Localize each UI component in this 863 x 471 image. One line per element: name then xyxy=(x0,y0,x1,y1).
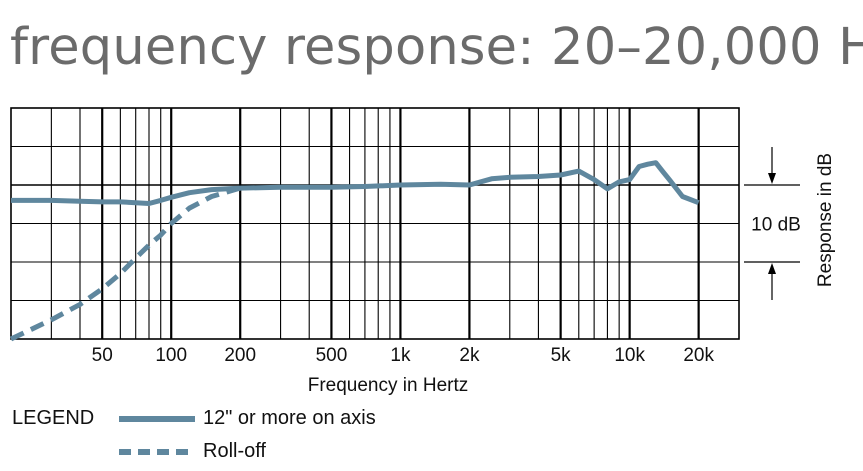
legend-label-dashed: Roll-off xyxy=(203,440,266,462)
grid xyxy=(10,107,740,340)
legend-row-dashed: Roll-off xyxy=(12,435,376,468)
legend-heading: LEGEND xyxy=(12,407,95,429)
x-tick-label: 50 xyxy=(92,345,113,366)
legend-swatch-dashed xyxy=(119,445,195,459)
legend-swatch-solid xyxy=(119,412,195,426)
x-tick-label: 5k xyxy=(551,345,572,366)
x-tick-label: 10k xyxy=(614,345,645,366)
x-tick-label: 100 xyxy=(155,345,187,366)
scale-annotation-label: 10 dB xyxy=(751,215,801,236)
x-tick-label: 20k xyxy=(683,345,714,366)
legend-label-solid: 12" or more on axis xyxy=(203,407,376,429)
x-axis-label: Frequency in Hertz xyxy=(308,375,469,396)
plot-frame xyxy=(10,107,740,340)
legend-row-solid: LEGEND 12" or more on axis xyxy=(12,402,376,435)
series-layer xyxy=(9,160,700,342)
series-on-axis-line xyxy=(11,160,700,206)
x-tick-label: 2k xyxy=(459,345,480,366)
scale-arrow-down-head xyxy=(768,173,776,184)
y-axis-label: Response in dB xyxy=(815,153,836,287)
x-tick-label: 200 xyxy=(224,345,256,366)
legend: LEGEND 12" or more on axis Roll-off xyxy=(12,402,376,468)
chart-title: frequency response: 20–20,000 Hz xyxy=(10,18,863,77)
x-tick-labels: 50 100 200 500 1k 2k 5k 10k 20k xyxy=(92,345,715,366)
x-tick-label: 1k xyxy=(390,345,411,366)
x-tick-label: 500 xyxy=(316,345,348,366)
scale-arrow-up-head xyxy=(768,263,776,274)
scale-annotation: 10 dB xyxy=(744,147,801,300)
series-rolloff-line xyxy=(9,185,241,342)
